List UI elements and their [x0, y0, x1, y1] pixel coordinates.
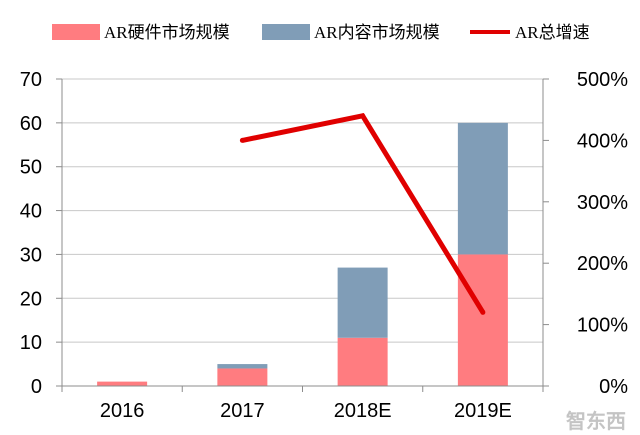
legend-label-growth: AR总增速 [515, 23, 590, 42]
watermark-logo: 智东西 [566, 409, 626, 433]
bar-hardware-2018E [337, 337, 388, 386]
left-tick-label: 30 [20, 244, 42, 266]
left-tick-label: 40 [20, 201, 42, 223]
bar-content-2018E [337, 267, 388, 338]
legend-swatch-hardware [52, 24, 100, 40]
legend-label-content: AR内容市场规模 [314, 23, 440, 42]
stacked-bars [97, 122, 508, 386]
bar-hardware-2019E [457, 254, 508, 386]
gridlines [62, 78, 543, 343]
right-tick-label: 500% [577, 69, 628, 91]
bar-hardware-2017 [217, 368, 268, 386]
right-tick-label: 0% [599, 376, 628, 398]
legend: AR硬件市场规模 AR内容市场规模 AR总增速 [52, 23, 590, 42]
bar-hardware-2016 [97, 381, 148, 386]
category-label-2016: 2016 [100, 400, 145, 422]
left-tick-label: 10 [20, 332, 42, 354]
right-tick-label: 100% [577, 315, 628, 337]
right-tick-label: 300% [577, 192, 628, 214]
right-tick-label: 200% [577, 253, 628, 275]
growth-point-2018E [360, 113, 366, 119]
legend-swatch-content [262, 24, 310, 40]
left-tick-label: 20 [20, 288, 42, 310]
axes: 0 10 20 30 40 50 60 70 0% 100% 200% 300% 400% 500% 201… [20, 69, 628, 422]
growth-point-2017 [239, 137, 245, 143]
category-label-2018E: 2018E [334, 400, 392, 422]
bar-content-2017 [217, 364, 268, 369]
growth-rate-series [239, 113, 486, 315]
left-tick-label: 60 [20, 113, 42, 135]
right-tick-label: 400% [577, 130, 628, 152]
category-label-2019E: 2019E [454, 400, 512, 422]
category-label-2017: 2017 [220, 400, 265, 422]
growth-point-2019E [480, 309, 486, 315]
left-tick-label: 70 [20, 69, 42, 91]
left-tick-label: 0 [31, 376, 42, 398]
legend-label-hardware: AR硬件市场规模 [104, 23, 230, 42]
left-tick-label: 50 [20, 157, 42, 179]
bar-content-2019E [457, 122, 508, 255]
